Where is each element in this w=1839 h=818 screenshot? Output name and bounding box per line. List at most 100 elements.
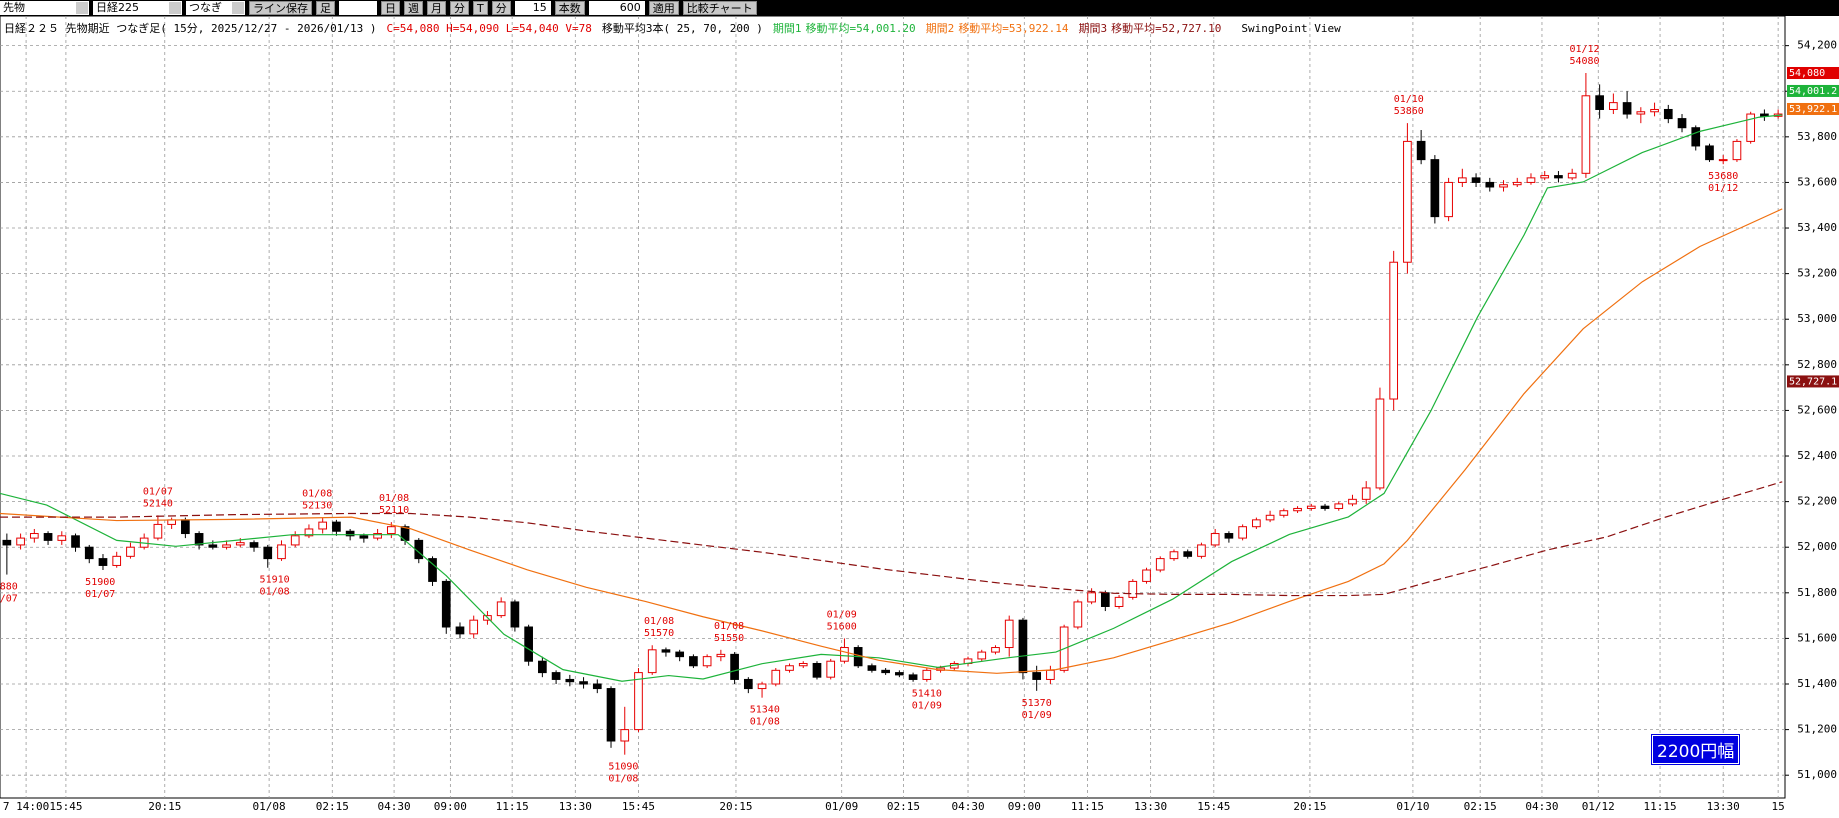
candle-body (496, 601, 506, 617)
swing-date: 01/12 (1708, 183, 1738, 194)
swing-date: 01/07 (85, 589, 115, 600)
save-button[interactable]: ライン保存 (249, 1, 312, 15)
candle-body (98, 558, 108, 566)
candle-body (895, 672, 904, 676)
index-select[interactable]: 日経225 (93, 1, 182, 15)
candle-body (1046, 669, 1055, 680)
candle-body (538, 660, 547, 674)
candle-body (716, 653, 726, 658)
candle-body (592, 683, 602, 690)
candle-body (290, 535, 300, 546)
price-tag (1787, 375, 1839, 388)
candle-body (689, 656, 698, 667)
market-select[interactable]: 先物 (0, 1, 89, 15)
candle-body (1512, 181, 1522, 186)
x-tick-label: 11:15 (1071, 800, 1104, 813)
candle-body (249, 542, 259, 548)
x-tick-label: 04:30 (1525, 800, 1558, 813)
candle-body (661, 649, 671, 653)
swing-date: 01/09 (827, 609, 857, 620)
count-input[interactable]: 600 (588, 1, 645, 15)
candle-body (1087, 592, 1096, 603)
mode-select[interactable]: つなぎ足 (186, 1, 245, 28)
candle-body (1293, 507, 1302, 512)
x-tick-label: 15 (1772, 800, 1785, 813)
swing-price: 51550 (714, 633, 744, 644)
chart-header: 日経２２５ 先物期近 つなぎ足( 15分, 2025/12/27 - 2026/… (4, 20, 1351, 36)
candle-body (1306, 505, 1316, 509)
candle-body (730, 653, 739, 680)
x-tick-label: 11:15 (1643, 800, 1676, 813)
candle-body (771, 669, 781, 685)
swing-date: 01/08 (302, 489, 332, 500)
legend-name: 期間3 (1078, 22, 1108, 35)
candle-body (991, 647, 1000, 653)
candle-body (153, 523, 163, 539)
bar-button[interactable]: 足 (316, 1, 335, 15)
interval-input[interactable]: 15 (514, 1, 551, 15)
count-label: 本数 (554, 1, 585, 15)
candle-body (1361, 487, 1371, 500)
candle-body (235, 542, 245, 546)
period-button[interactable]: 分 (450, 1, 469, 15)
x-tick-label: 09:00 (434, 800, 467, 813)
unit-label: 分 (491, 1, 511, 15)
period-button[interactable]: 月 (427, 1, 446, 15)
y-tick-label: 51,000 (1797, 768, 1837, 781)
candle-body (469, 619, 479, 635)
candle-body (1128, 580, 1138, 598)
y-tick-label: 52,200 (1797, 495, 1837, 508)
legend-value: 移動平均=53,922.14 (958, 22, 1069, 35)
legend-value: 移動平均=52,727.10 (1111, 22, 1222, 35)
swing-date: 01/09 (912, 701, 942, 712)
period-button[interactable]: T (473, 1, 488, 15)
price-tag-label: 54,080 (1789, 68, 1825, 79)
y-tick-label: 52,000 (1797, 540, 1837, 553)
candle-body (1595, 95, 1604, 110)
candle-body (1554, 175, 1563, 179)
period-button[interactable]: 日 (381, 1, 400, 15)
candle-body (1636, 111, 1646, 115)
candle-body (277, 544, 286, 560)
candle-body (1032, 672, 1042, 680)
y-tick-label: 51,200 (1797, 723, 1837, 736)
quote: C=54,080 H=54,090 L=54,040 V=78 (386, 22, 592, 35)
price-tag (1787, 84, 1839, 97)
candle-body (1403, 140, 1412, 263)
apply-button[interactable]: 適用 (648, 1, 679, 15)
candle-body (1238, 526, 1247, 539)
x-tick-label: 09:00 (1008, 800, 1041, 813)
period-button[interactable]: 週 (404, 1, 423, 15)
swing-date: 01/08 (608, 774, 638, 785)
candle-body (757, 683, 767, 690)
candle-body (194, 533, 204, 546)
compare-button[interactable]: 比較チャート (682, 1, 757, 15)
swing-date: 01/12 (1569, 44, 1599, 55)
y-tick-label: 52,400 (1797, 449, 1837, 462)
candle-body (1691, 127, 1701, 147)
candle-body (1389, 261, 1399, 400)
price-tag (1787, 66, 1839, 79)
x-tick-label: 20:15 (148, 800, 181, 813)
candle-body (1210, 533, 1220, 546)
x-tick-label: 13:30 (559, 800, 592, 813)
candle-body (29, 533, 39, 539)
price-tag (1787, 102, 1839, 115)
swing-date: 01/08 (260, 587, 290, 598)
candle-body (606, 688, 616, 742)
price-tag-label: 53,922.1 (1789, 104, 1837, 115)
candle-body (1169, 551, 1179, 560)
candle-body (1499, 184, 1508, 188)
candle-body (112, 555, 122, 566)
swing-price: 51900 (85, 577, 115, 588)
x-tick-label: 01/12 (1582, 800, 1615, 813)
bar-input[interactable] (339, 1, 377, 15)
candle-body (1526, 177, 1536, 183)
candle-body (455, 626, 465, 635)
swing-price: 51600 (827, 621, 857, 632)
swing-price: 51090 (608, 762, 638, 773)
candle-body (702, 656, 712, 667)
y-tick-label: 51,400 (1797, 677, 1837, 690)
candle-body (812, 662, 822, 678)
candle-body (1334, 503, 1344, 509)
